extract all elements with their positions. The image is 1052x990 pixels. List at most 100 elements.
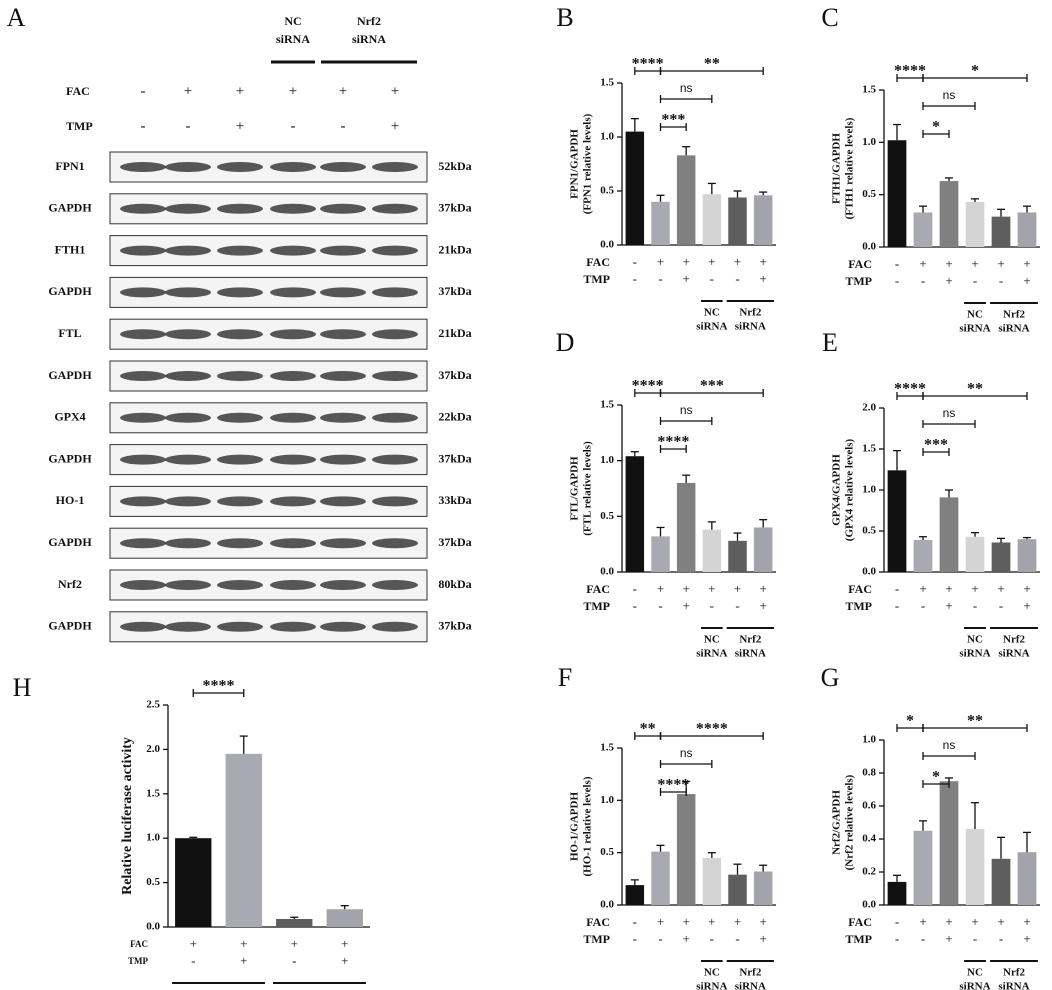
bar [651, 201, 670, 245]
y-tick-label: 2.0 [146, 743, 160, 755]
panel-letter: H [13, 673, 32, 702]
sign: + [997, 581, 1004, 596]
group-label: siRNA [696, 321, 727, 333]
y-tick-label: 1.0 [600, 794, 614, 806]
y-axis-label: FTH1/GAPDH [831, 133, 843, 204]
sign: - [633, 271, 637, 286]
sig-label: **** [894, 63, 926, 80]
bar [625, 885, 645, 905]
sign: - [895, 581, 899, 596]
sign: - [633, 581, 637, 596]
sign: + [190, 936, 197, 951]
sig-label: **** [203, 678, 235, 695]
blot-label: FTL [58, 326, 81, 340]
band [372, 245, 418, 256]
sign: + [341, 953, 348, 968]
y-tick-label: 0.0 [862, 899, 876, 911]
band [320, 412, 366, 423]
sign: + [708, 581, 715, 596]
band [320, 162, 366, 172]
band [165, 203, 211, 214]
blot-label: Nrf2 [58, 577, 82, 591]
bar [1017, 852, 1037, 905]
y-tick-label: 0.4 [862, 833, 876, 845]
band [320, 454, 366, 465]
band [217, 371, 263, 381]
sign: - [191, 953, 195, 968]
y-tick-label: 1.5 [862, 84, 876, 96]
sign: + [1023, 273, 1030, 288]
band [120, 412, 166, 423]
bar [887, 881, 907, 905]
panel-letter: C [821, 3, 838, 32]
y-axis-label: GPX4/GAPDH [831, 454, 843, 526]
blot-label: GAPDH [48, 619, 92, 633]
group-label: siRNA [959, 981, 990, 990]
band [320, 287, 366, 298]
bar [913, 212, 933, 247]
blot-size: 52kDa [438, 159, 471, 173]
sign: + [184, 83, 192, 99]
band [270, 621, 316, 632]
y-tick-label: 1.5 [862, 443, 876, 455]
y-tick-label: 1.5 [600, 742, 614, 754]
sign: + [919, 256, 926, 271]
y-tick-label: 1.5 [600, 77, 614, 89]
band [372, 580, 418, 590]
panel-letter: A [7, 3, 26, 32]
y-tick-label: 1.5 [146, 787, 160, 799]
bar [939, 781, 959, 905]
sign: + [945, 931, 952, 946]
group-label: siRNA [352, 32, 386, 46]
sig-label: ** [967, 713, 983, 730]
sig-label: ns [680, 746, 693, 760]
bar [965, 201, 985, 247]
y-axis-label: FTL/GAPDH [569, 456, 581, 521]
y-tick-label: 0.0 [146, 921, 160, 933]
group-label: siRNA [998, 981, 1029, 990]
sign: + [1023, 914, 1030, 929]
sign: - [633, 931, 637, 946]
row-label: TMP [583, 599, 610, 613]
band [165, 454, 211, 465]
sign: - [973, 598, 977, 613]
sig-label: *** [661, 112, 685, 129]
y-tick-label: 1.0 [862, 484, 876, 496]
band [217, 538, 263, 549]
sign: + [236, 118, 244, 134]
sig-label: ns [943, 88, 956, 102]
bar [676, 794, 696, 905]
y-tick-label: 0.5 [862, 188, 876, 200]
band [320, 538, 366, 549]
group-label: siRNA [735, 321, 766, 333]
bar [651, 536, 670, 572]
bar [1017, 212, 1037, 247]
sign: + [919, 914, 926, 929]
group-label: siRNA [696, 981, 727, 990]
band [372, 621, 418, 632]
group-label: siRNA [735, 648, 766, 660]
row-label: FAC [130, 939, 148, 949]
y-axis-label: (GPX4 relative levels) [844, 438, 856, 541]
row-label: TMP [583, 932, 610, 946]
bar [991, 858, 1011, 905]
sign: - [973, 273, 977, 288]
bar [676, 155, 696, 245]
sign: - [735, 598, 739, 613]
group-label: ARE-wt [198, 987, 240, 990]
band [320, 496, 366, 507]
sign: - [658, 931, 662, 946]
group-label: siRNA [735, 981, 766, 990]
blot-label: GPX4 [54, 410, 85, 424]
sign: + [1023, 581, 1030, 596]
band [217, 162, 263, 172]
bar [965, 829, 985, 905]
y-tick-label: 1.0 [146, 832, 160, 844]
row-label: FAC [586, 255, 610, 269]
sig-label: **** [696, 721, 728, 738]
y-tick-label: 0.0 [862, 566, 876, 578]
bar [225, 753, 262, 927]
bar [913, 540, 933, 572]
band [120, 203, 166, 214]
band [270, 538, 316, 549]
